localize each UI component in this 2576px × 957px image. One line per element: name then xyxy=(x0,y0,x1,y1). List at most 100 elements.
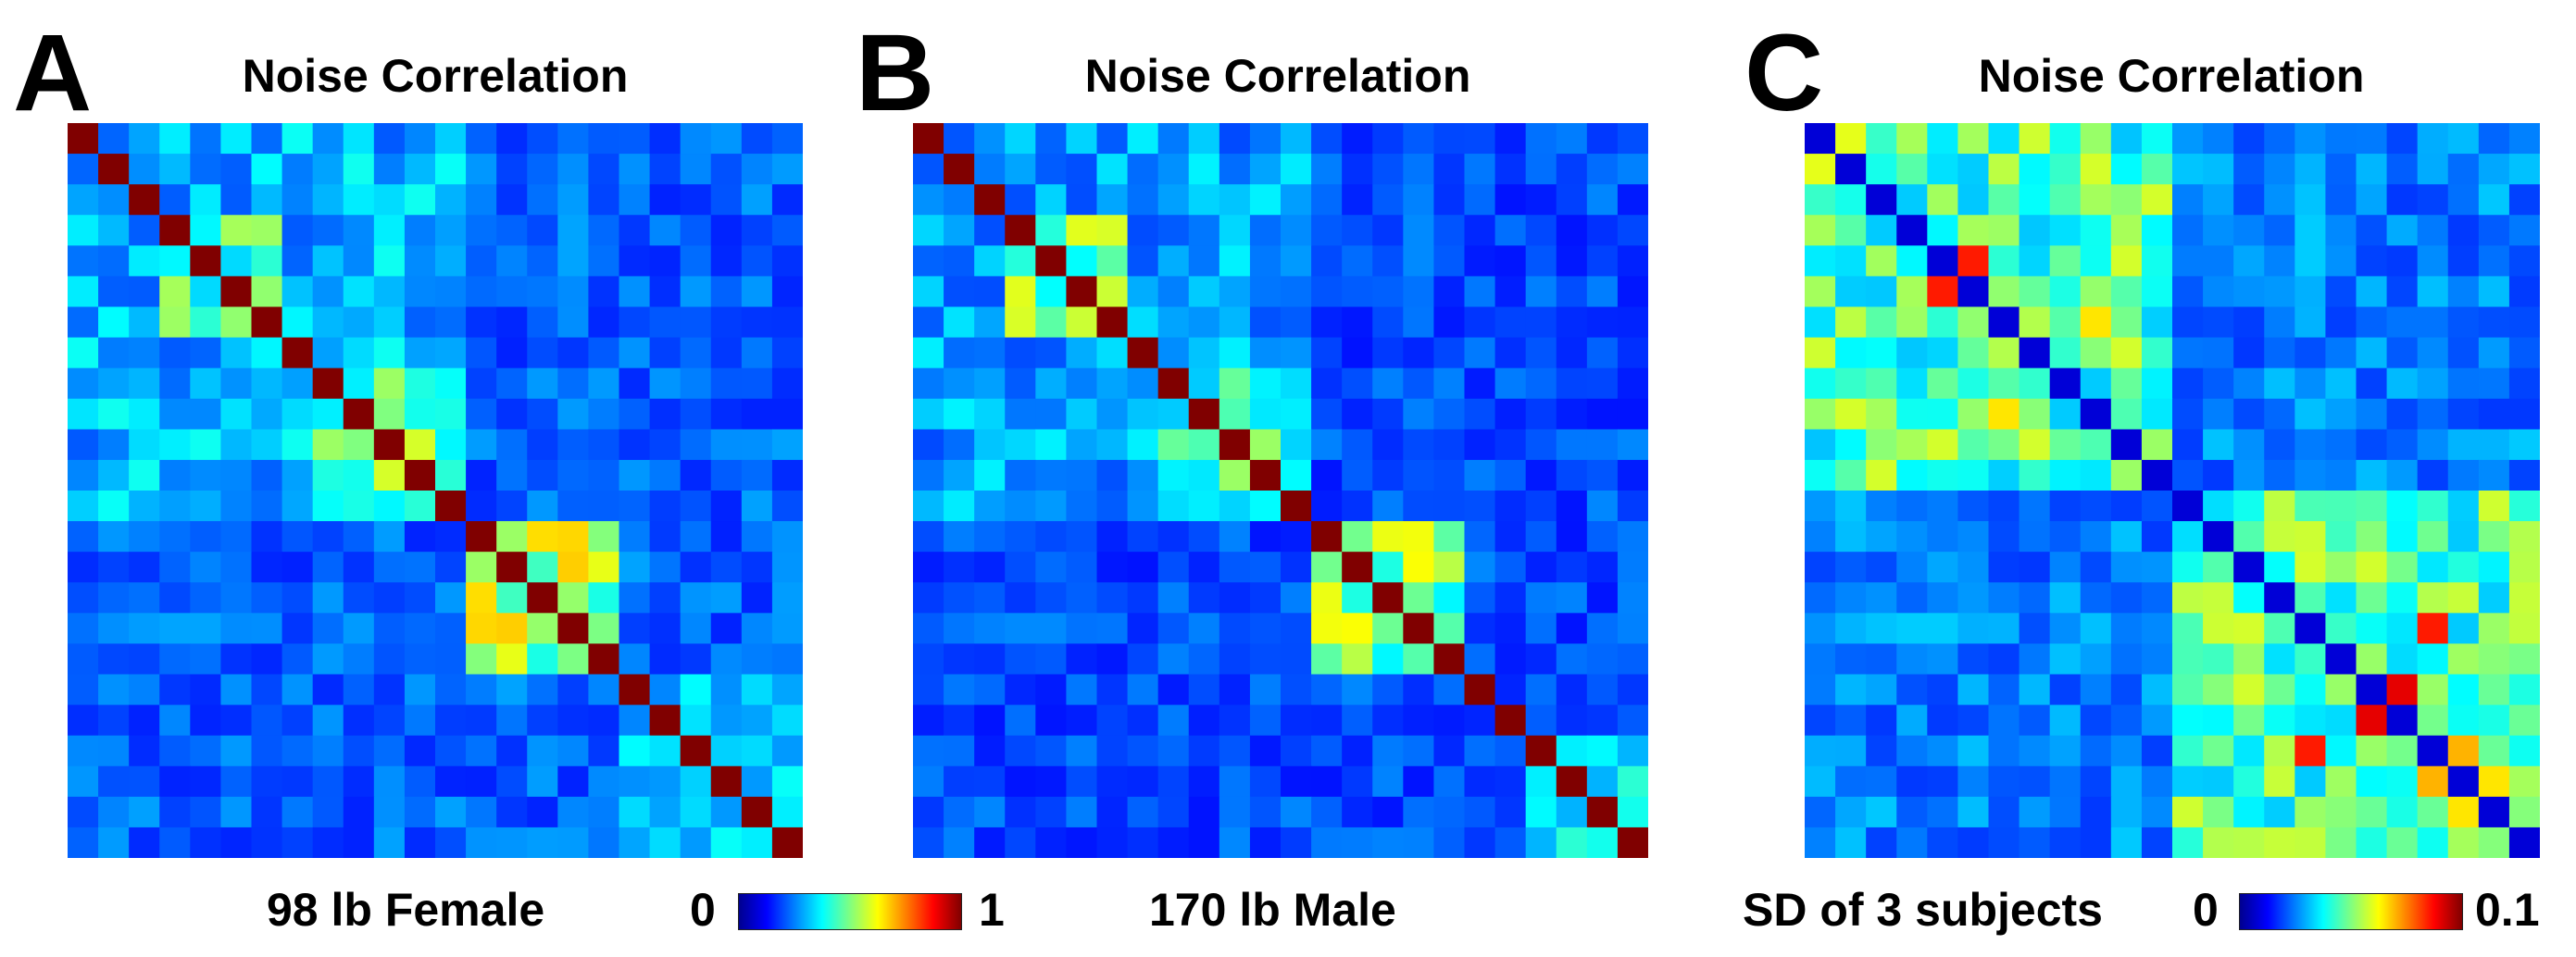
heatmap-cell xyxy=(2356,123,2388,155)
heatmap-cell xyxy=(1281,429,1312,461)
heatmap-cell xyxy=(1617,552,1648,583)
heatmap-cell xyxy=(1127,367,1159,400)
heatmap-cell xyxy=(1805,704,1836,737)
heatmap-cell xyxy=(771,276,803,308)
heatmap-cell xyxy=(1464,491,1496,522)
heatmap-cell xyxy=(159,704,191,737)
heatmap-cell xyxy=(1556,123,1588,155)
heatmap-cell xyxy=(2478,276,2510,308)
heatmap-cell xyxy=(1403,154,1435,185)
heatmap-cell xyxy=(588,367,620,400)
panel-title-c: Noise Correlation xyxy=(1978,50,2365,102)
heatmap-cell xyxy=(619,154,651,185)
heatmap-cell xyxy=(1464,735,1496,767)
heatmap-cell xyxy=(2325,123,2357,155)
heatmap-cell xyxy=(1372,582,1404,614)
heatmap-cell xyxy=(2386,367,2419,400)
heatmap-cell xyxy=(1249,184,1282,216)
heatmap-cell xyxy=(2203,796,2234,828)
heatmap-cell xyxy=(2049,337,2082,369)
heatmap-cell xyxy=(281,491,314,522)
heatmap-cell xyxy=(2141,552,2173,583)
heatmap-cell xyxy=(2508,674,2540,706)
heatmap-cell xyxy=(1494,367,1527,400)
heatmap-cell xyxy=(496,215,528,246)
heatmap-cell xyxy=(1866,735,1897,767)
heatmap-cell xyxy=(1311,245,1343,278)
heatmap-cell xyxy=(1866,796,1897,828)
heatmap-cell xyxy=(281,398,314,430)
heatmap-cell xyxy=(2508,184,2540,216)
heatmap-cell xyxy=(619,337,651,369)
heatmap-cell xyxy=(1281,215,1312,246)
heatmap-cell xyxy=(1096,613,1129,645)
heatmap-cell xyxy=(1617,491,1648,522)
heatmap-cell xyxy=(2141,643,2173,676)
heatmap-cell xyxy=(435,245,467,278)
heatmap-cell xyxy=(944,613,975,645)
heatmap-cell xyxy=(2356,398,2388,430)
heatmap-cell xyxy=(710,459,743,491)
colorbar-correlation xyxy=(738,893,962,930)
heatmap-cell xyxy=(68,704,99,737)
heatmap-cell xyxy=(1096,735,1129,767)
heatmap-cell xyxy=(220,154,253,185)
heatmap-cell xyxy=(159,613,191,645)
heatmap-cell xyxy=(1988,826,2020,858)
heatmap-cell xyxy=(1281,184,1312,216)
heatmap-cell xyxy=(2019,367,2051,400)
heatmap-cell xyxy=(2049,521,2082,553)
heatmap-cell xyxy=(2356,491,2388,522)
heatmap-cell xyxy=(1342,674,1373,706)
heatmap-cell xyxy=(2325,429,2357,461)
heatmap-cell xyxy=(159,796,191,828)
heatmap-cell xyxy=(1586,429,1619,461)
heatmap-cell xyxy=(129,154,160,185)
heatmap-cell xyxy=(1464,367,1496,400)
heatmap-cell xyxy=(2417,643,2449,676)
heatmap-cell xyxy=(2478,184,2510,216)
heatmap-cell xyxy=(2080,184,2112,216)
heatmap-cell xyxy=(1157,613,1190,645)
heatmap-cell xyxy=(944,367,975,400)
heatmap-cell xyxy=(2233,765,2265,798)
heatmap-cell xyxy=(1249,459,1282,491)
heatmap-cell xyxy=(1556,276,1588,308)
heatmap-cell xyxy=(1127,154,1159,185)
heatmap-cell xyxy=(343,306,375,339)
heatmap-cell xyxy=(1066,184,1098,216)
heatmap-cell xyxy=(312,796,344,828)
heatmap-cell xyxy=(710,613,743,645)
heatmap-cell xyxy=(944,459,975,491)
heatmap-cell xyxy=(1586,552,1619,583)
heatmap-cell xyxy=(2264,154,2295,185)
heatmap-cell xyxy=(404,306,436,339)
heatmap-cell xyxy=(1556,674,1588,706)
heatmap-cell xyxy=(2325,367,2357,400)
heatmap-cell xyxy=(944,123,975,155)
heatmap-cell xyxy=(2049,459,2082,491)
heatmap-cell xyxy=(1866,613,1897,645)
heatmap-cell xyxy=(343,123,375,155)
heatmap-cell xyxy=(68,367,99,400)
heatmap-cell xyxy=(466,337,497,369)
heatmap-cell xyxy=(588,613,620,645)
heatmap-cell xyxy=(1403,735,1435,767)
heatmap-cell xyxy=(1281,123,1312,155)
heatmap-cell xyxy=(251,552,283,583)
heatmap-cell xyxy=(251,367,283,400)
heatmap-cell xyxy=(1127,459,1159,491)
heatmap-cell xyxy=(1005,215,1036,246)
heatmap-cell xyxy=(1525,552,1557,583)
heatmap-cell xyxy=(1127,765,1159,798)
heatmap-cell xyxy=(2110,276,2143,308)
heatmap-cell xyxy=(2478,735,2510,767)
heatmap-cell xyxy=(435,154,467,185)
heatmap-cell xyxy=(2386,429,2419,461)
heatmap-cell xyxy=(466,429,497,461)
heatmap-cell xyxy=(1005,643,1036,676)
heatmap-cell xyxy=(1556,398,1588,430)
heatmap-cell xyxy=(2295,184,2327,216)
heatmap-cell xyxy=(435,613,467,645)
heatmap-cell xyxy=(2049,306,2082,339)
